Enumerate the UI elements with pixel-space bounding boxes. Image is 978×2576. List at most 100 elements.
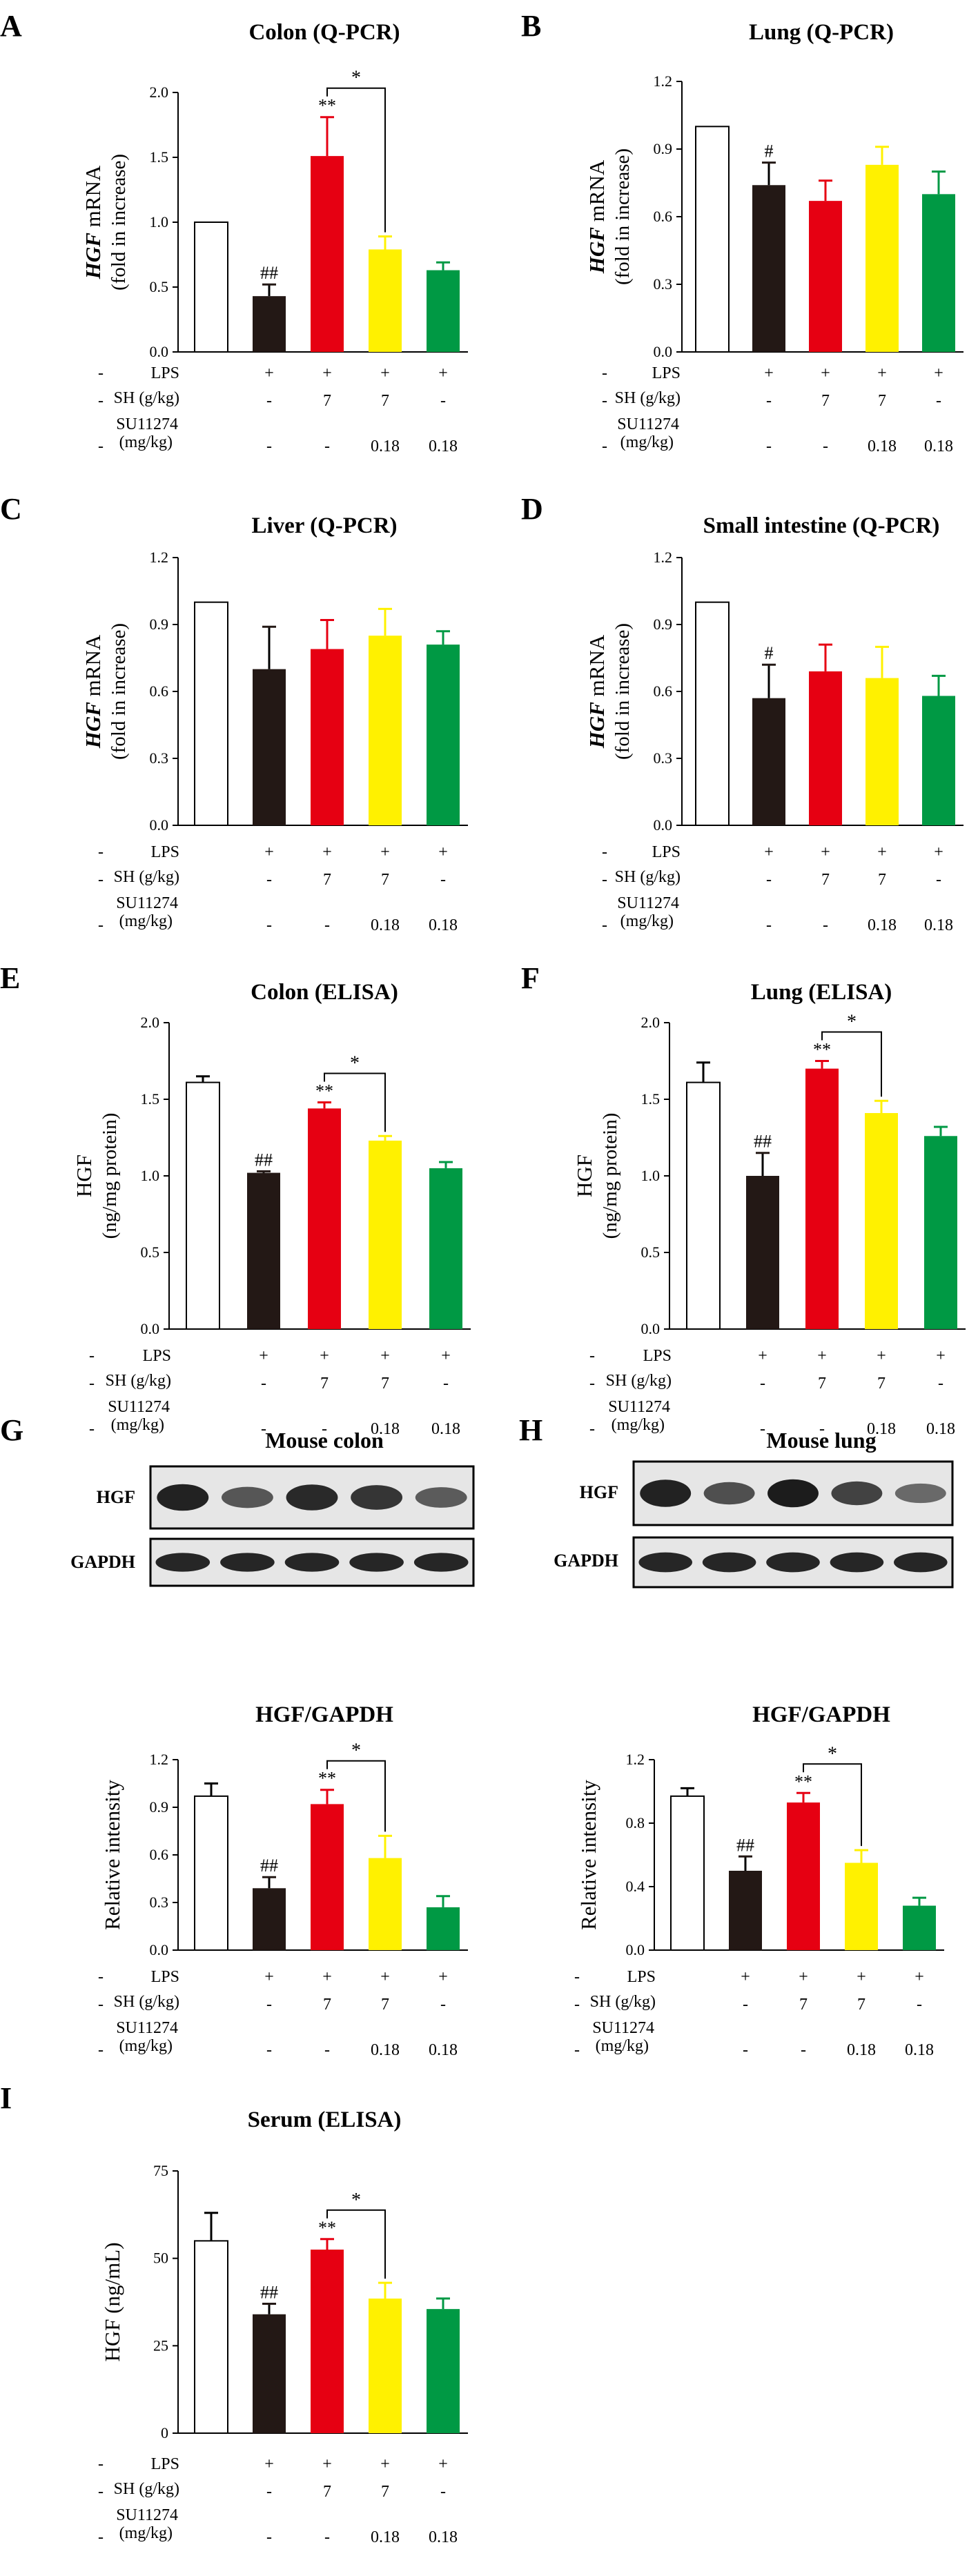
bar xyxy=(369,1140,402,1329)
y-tick-label: 0.6 xyxy=(150,682,169,700)
y-tick-label: 50 xyxy=(153,2250,168,2267)
treatment-lps: + xyxy=(264,843,274,861)
treatment-lps: - xyxy=(589,1347,595,1365)
y-axis-label: HGF mRNA xyxy=(585,159,609,274)
y-tick-label: 1.0 xyxy=(141,1167,160,1184)
significance-mark: ## xyxy=(255,1150,273,1170)
bar xyxy=(865,1112,898,1329)
y-axis-label: HGF mRNA xyxy=(81,165,105,279)
treatment-lps: + xyxy=(380,843,390,861)
treatment-lps: - xyxy=(602,364,607,382)
y-axis-label-gene: HGF xyxy=(585,702,609,749)
treatment-sh: - xyxy=(589,1375,595,1393)
panel-letter: A xyxy=(0,9,22,43)
bar xyxy=(427,270,460,352)
treatment-su: 0.18 xyxy=(847,2041,876,2059)
y-tick-label: 0.0 xyxy=(654,816,673,834)
y-tick-label: 0.3 xyxy=(150,749,169,767)
treatment-sh: 7 xyxy=(381,1375,389,1393)
chart-title: Colon (ELISA) xyxy=(251,980,398,1005)
treatment-su: - xyxy=(602,437,607,455)
y-tick-label: 0.0 xyxy=(141,1320,160,1337)
treatment-sh: 7 xyxy=(878,392,886,410)
gapdh-band xyxy=(220,1553,275,1572)
treatment-su: - xyxy=(801,2041,806,2059)
bar xyxy=(427,645,460,825)
treatment-lps: + xyxy=(877,1347,886,1365)
treatment-sh: - xyxy=(743,1996,748,2014)
treatment-lps: + xyxy=(817,1347,827,1365)
hgf-band xyxy=(415,1487,467,1508)
panel-h: H Mouse lung HGF GAPDH HGF/GAPDH 0.0 0.4 0.8 1.2… xyxy=(519,1413,954,2059)
bar xyxy=(253,669,286,825)
treatment-sh: 7 xyxy=(320,1375,329,1393)
bar xyxy=(429,1168,462,1329)
treatment-su: - xyxy=(266,916,272,934)
comparison-bracket xyxy=(821,1031,882,1097)
y-axis-label-line2: (ng/mg protein) xyxy=(99,1113,121,1239)
treatment-sh: 7 xyxy=(799,1996,808,2014)
bar xyxy=(805,1068,839,1329)
treatment-sh: 7 xyxy=(877,1375,886,1393)
y-tick-label: 1.2 xyxy=(150,549,169,566)
significance-mark: ## xyxy=(260,263,278,283)
panel-f: F Lung (ELISA) 0.0 0.5 1.0 1.5 2.0 HGF (ng/mg pr… xyxy=(521,961,966,1438)
y-axis-label: HGF mRNA xyxy=(81,634,105,749)
bracket-label: * xyxy=(351,1740,361,1762)
treatment-su: - xyxy=(766,916,772,934)
treatment-sh: - xyxy=(98,392,104,410)
significance-mark: ** xyxy=(813,1040,831,1060)
treatment-row-label: LPS xyxy=(652,364,681,382)
panel-a: A Colon (Q-PCR) 0.0 0.5 1.0 1.5 2.0 HGF mRNA (fo… xyxy=(0,9,468,455)
treatment-sh: - xyxy=(443,1375,449,1393)
bar xyxy=(922,194,955,352)
treatment-row-label: SU11274 xyxy=(617,894,679,912)
treatment-lps: + xyxy=(741,1968,750,1986)
y-axis-label: HGF mRNA xyxy=(585,634,609,749)
bar xyxy=(787,1802,820,1950)
treatment-row-label: (mg/kg) xyxy=(119,2524,173,2542)
chart-title: Small intestine (Q-PCR) xyxy=(703,513,940,538)
y-axis-label-line2: (fold in increase) xyxy=(612,623,634,760)
gapdh-band xyxy=(830,1552,884,1573)
chart-title: Colon (Q-PCR) xyxy=(248,20,400,45)
treatment-row-label: (mg/kg) xyxy=(596,2037,649,2055)
significance-mark: ## xyxy=(260,2283,278,2303)
significance-mark: ** xyxy=(318,96,336,116)
treatment-su: - xyxy=(819,1420,825,1438)
gapdh-blot-label: GAPDH xyxy=(70,1552,135,1572)
treatment-row-label: SU11274 xyxy=(116,415,178,433)
treatment-row-label: (mg/kg) xyxy=(620,433,674,451)
treatment-su: - xyxy=(823,916,828,934)
treatment-su: 0.18 xyxy=(905,2041,934,2059)
y-axis-label-unit: mRNA xyxy=(81,634,105,702)
treatment-lps: - xyxy=(98,843,104,861)
treatment-lps: + xyxy=(320,1347,329,1365)
bar xyxy=(686,1081,721,1330)
treatment-lps: + xyxy=(764,843,774,861)
y-tick-label: 1.2 xyxy=(654,549,673,566)
treatment-lps: + xyxy=(857,1968,866,1986)
treatment-sh: 7 xyxy=(323,871,331,889)
treatment-lps: - xyxy=(602,843,607,861)
treatment-lps: - xyxy=(98,1968,104,1986)
y-tick-label: 0.6 xyxy=(150,1846,169,1863)
treatment-row-label: LPS xyxy=(627,1968,656,1986)
treatment-su: - xyxy=(324,916,330,934)
significance-mark: ** xyxy=(315,1081,333,1101)
bar xyxy=(369,2298,402,2433)
bar xyxy=(922,696,955,825)
y-axis-label-line2: (fold in increase) xyxy=(612,148,634,285)
bar xyxy=(427,1907,460,1950)
treatment-lps: + xyxy=(438,2455,448,2473)
treatment-sh: - xyxy=(98,2483,104,2501)
y-tick-label: 1.2 xyxy=(654,72,673,90)
significance-mark: ## xyxy=(754,1132,772,1152)
y-tick-label: 1.0 xyxy=(150,213,169,230)
treatment-sh: 7 xyxy=(381,871,389,889)
y-tick-label: 0.9 xyxy=(150,1798,169,1816)
y-axis-label: HGF (ng/mL) xyxy=(100,2242,124,2361)
treatment-row-label: SU11274 xyxy=(116,894,178,912)
panel-c: C Liver (Q-PCR) 0.0 0.3 0.6 0.9 1.2 HGF mRNA (fo… xyxy=(0,492,468,934)
treatment-row-label: (mg/kg) xyxy=(119,912,173,930)
